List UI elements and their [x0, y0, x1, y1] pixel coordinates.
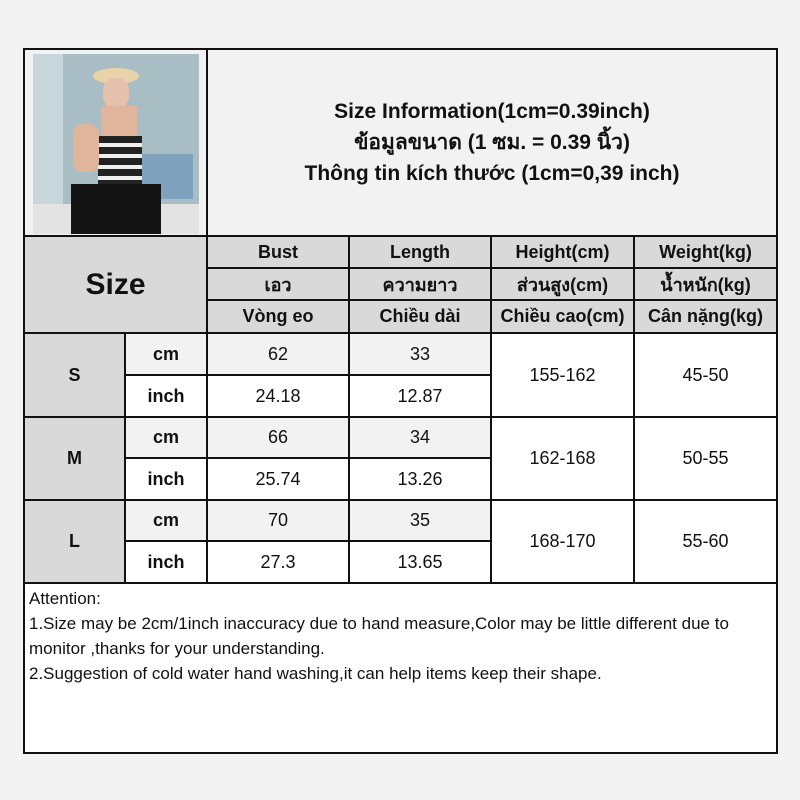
l-height: 168-170 — [490, 499, 635, 584]
unit-inch: inch — [124, 457, 208, 501]
s-length-cm: 33 — [348, 332, 492, 376]
s-height: 155-162 — [490, 332, 635, 418]
unit-cm: cm — [124, 332, 208, 376]
header-bust-vi: Vòng eo — [206, 299, 350, 334]
title-vietnamese: Thông tin kích thước (1cm=0,39 inch) — [304, 162, 680, 185]
size-header: Size — [23, 235, 208, 334]
unit-inch: inch — [124, 374, 208, 418]
unit-cm: cm — [124, 416, 208, 459]
size-table: Size Information(1cm=0.39inch) ข้อมูลขนา… — [22, 48, 779, 754]
header-bust-en: Bust — [206, 235, 350, 269]
header-weight-en: Weight(kg) — [632, 235, 779, 269]
header-weight-th: น้ำหนัก(kg) — [632, 267, 779, 301]
size-m-label: M — [23, 416, 126, 501]
size-chart: Size Information(1cm=0.39inch) ข้อมูลขนา… — [22, 48, 779, 754]
note-2: 2.Suggestion of cold water hand washing,… — [29, 664, 602, 683]
l-weight: 55-60 — [632, 499, 779, 584]
s-weight: 45-50 — [632, 332, 779, 418]
header-height-vi: Chiều cao(cm) — [490, 299, 635, 334]
m-bust-inch: 25.74 — [206, 457, 350, 501]
header-length-vi: Chiều dài — [348, 299, 492, 334]
header-weight-vi: Cân nặng(kg) — [632, 299, 779, 334]
note-1: 1.Size may be 2cm/1inch inaccuracy due t… — [29, 614, 729, 658]
header-height-th: ส่วนสูง(cm) — [490, 267, 635, 301]
header-length-en: Length — [348, 235, 492, 269]
notes-heading: Attention: — [29, 589, 101, 608]
s-bust-inch: 24.18 — [206, 374, 350, 418]
unit-cm: cm — [124, 499, 208, 542]
header-bust-th: เอว — [206, 267, 350, 301]
l-length-inch: 13.65 — [348, 540, 492, 584]
title-cell: Size Information(1cm=0.39inch) ข้อมูลขนา… — [205, 48, 779, 237]
product-photo — [33, 54, 199, 234]
m-length-cm: 34 — [348, 416, 492, 459]
notes-cell: Attention: 1.Size may be 2cm/1inch inacc… — [22, 582, 779, 754]
title-english: Size Information(1cm=0.39inch) — [334, 100, 650, 123]
header-length-th: ความยาว — [348, 267, 492, 301]
l-bust-cm: 70 — [206, 499, 350, 542]
m-bust-cm: 66 — [206, 416, 350, 459]
l-bust-inch: 27.3 — [206, 540, 350, 584]
s-bust-cm: 62 — [206, 332, 350, 376]
s-length-inch: 12.87 — [348, 374, 492, 418]
size-s-label: S — [23, 332, 126, 418]
size-l-label: L — [23, 499, 126, 584]
title-thai: ข้อมูลขนาด (1 ซม. = 0.39 นิ้ว) — [354, 131, 630, 154]
header-height-en: Height(cm) — [490, 235, 635, 269]
m-length-inch: 13.26 — [348, 457, 492, 501]
unit-inch: inch — [124, 540, 208, 584]
m-weight: 50-55 — [632, 416, 779, 501]
product-photo-cell — [23, 48, 208, 237]
l-length-cm: 35 — [348, 499, 492, 542]
m-height: 162-168 — [490, 416, 635, 501]
